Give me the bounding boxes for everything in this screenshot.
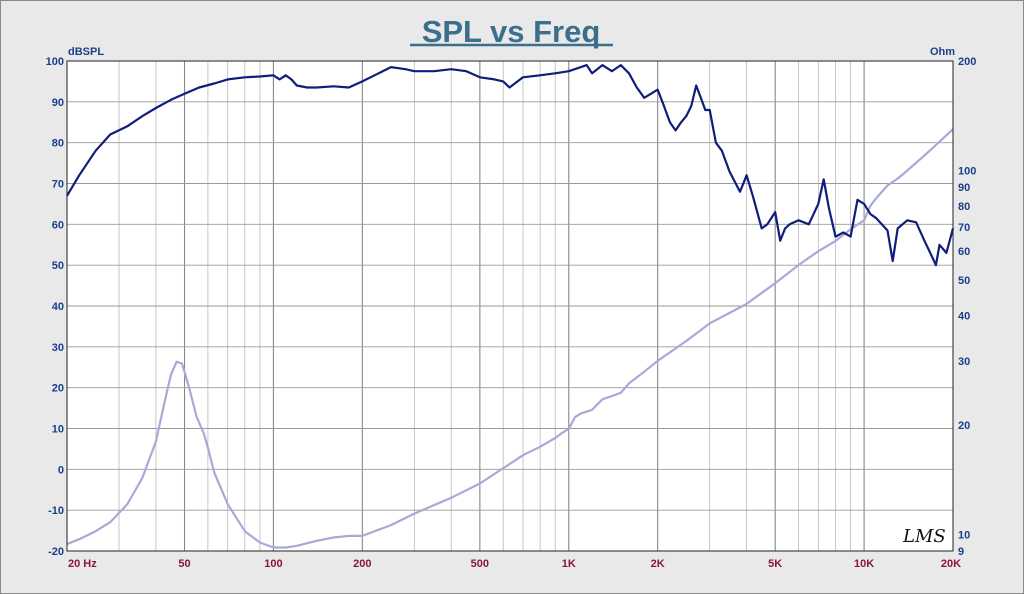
grid: [67, 61, 953, 551]
lms-logo: LMS: [902, 526, 946, 547]
right-tick-label: 20: [958, 420, 970, 432]
right-tick-label: 9: [958, 546, 964, 558]
right-axis-unit: Ohm: [930, 46, 955, 58]
left-tick-label: 30: [52, 342, 64, 354]
right-tick-label: 70: [958, 222, 970, 234]
impedance-line: [66, 128, 954, 549]
left-tick-label: -20: [48, 546, 64, 558]
left-tick-label: -10: [48, 505, 64, 517]
x-tick-label: 200: [353, 558, 371, 570]
left-axis-unit: dBSPL: [68, 46, 104, 58]
left-tick-label: 60: [52, 219, 64, 231]
left-tick-label: 0: [58, 464, 64, 476]
x-tick-label: 500: [471, 558, 489, 570]
x-tick-label: 20K: [941, 558, 961, 570]
left-tick-label: 70: [52, 179, 64, 191]
x-tick-label: 1K: [562, 558, 576, 570]
left-tick-label: 10: [52, 424, 64, 436]
plot-border: [66, 60, 954, 552]
right-tick-label: 60: [958, 246, 970, 258]
right-tick-label: 50: [958, 275, 970, 287]
left-tick-label: 20: [52, 383, 64, 395]
left-tick-label: 50: [52, 260, 64, 272]
right-tick-label: 200: [958, 56, 976, 68]
x-tick-label: 100: [264, 558, 282, 570]
series-group: [66, 63, 955, 549]
right-tick-label: 30: [958, 356, 970, 368]
left-tick-label: 90: [52, 97, 64, 109]
right-tick-label: 10: [958, 529, 970, 541]
right-axis: 200 100 90 80 70 60 50 40 30 20 10 9: [958, 56, 976, 558]
left-tick-label: 80: [52, 138, 64, 150]
x-tick-label: 5K: [768, 558, 782, 570]
spl-line: [66, 63, 955, 267]
right-tick-label: 40: [958, 310, 970, 322]
left-tick-label: 40: [52, 301, 64, 313]
right-tick-label: 90: [958, 182, 970, 194]
right-tick-label: 100: [958, 166, 976, 178]
left-tick-label: 100: [46, 56, 64, 68]
right-tick-label: 80: [958, 201, 970, 213]
chart-title: SPL vs Freq: [422, 14, 601, 49]
x-tick-label: 2K: [651, 558, 665, 570]
x-axis: 20 Hz 50 100 200 500 1K 2K 5K 10K 20K: [68, 558, 961, 570]
x-tick-label: 10K: [854, 558, 874, 570]
x-tick-label: 50: [178, 558, 190, 570]
x-tick-label: 20 Hz: [68, 558, 97, 570]
